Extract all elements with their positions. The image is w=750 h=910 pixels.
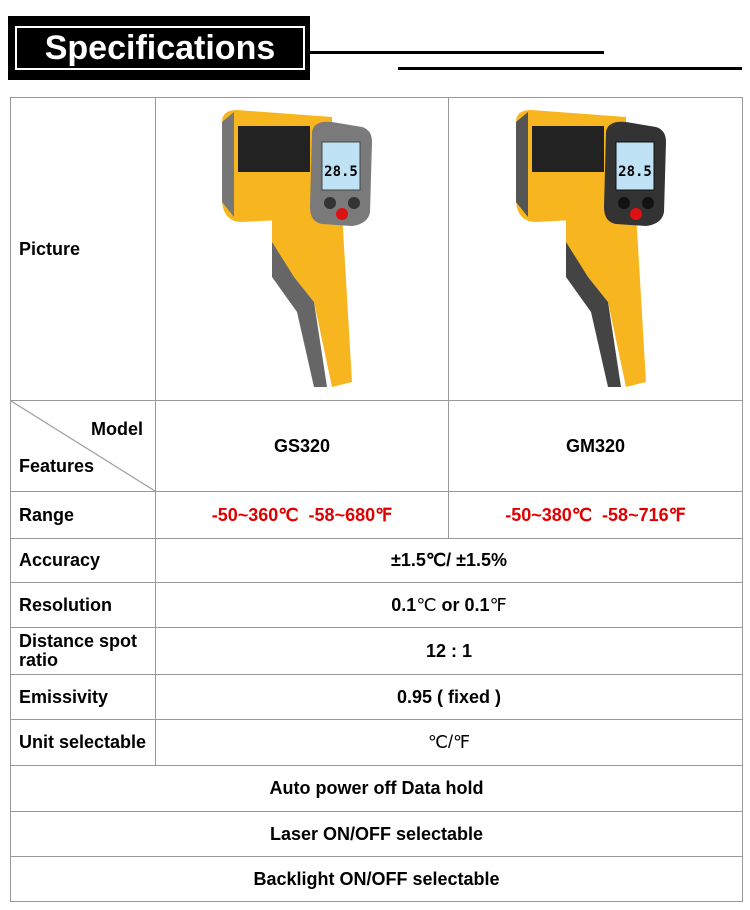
range-gs320: -50~360℃ -58~680℉ xyxy=(155,491,449,539)
svg-text:28.5: 28.5 xyxy=(324,164,358,180)
thermometer-gun-image: 28.5 xyxy=(515,109,666,387)
range-label: Range xyxy=(10,491,156,539)
resolution-part: ℃ xyxy=(416,594,437,615)
model-header: Model xyxy=(91,419,143,439)
range-celsius: -50~380℃ xyxy=(505,504,593,525)
resolution-value: 0.1℃ or 0.1℉ xyxy=(155,582,743,628)
resolution-label: Resolution xyxy=(10,582,156,628)
resolution-part: ℉ xyxy=(489,594,507,615)
divider xyxy=(310,51,604,54)
distance-label: Distance spot ratio xyxy=(10,627,156,675)
resolution-part: or 0.1 xyxy=(436,594,490,615)
emissivity-value: 0.95 ( fixed ) xyxy=(155,674,743,720)
thermometer-gun-image: 28.5 xyxy=(222,109,372,387)
features-header: Features xyxy=(19,456,95,476)
feature-backlight: Backlight ON/OFF selectable xyxy=(10,856,743,902)
spec-table: Picture 28.5 28.5 Model Features GS320 G… xyxy=(10,97,743,902)
distance-value: 12 : 1 xyxy=(155,627,743,675)
accuracy-label: Accuracy xyxy=(10,538,156,583)
model-features-header: Model Features xyxy=(10,400,156,492)
range-celsius: -50~360℃ xyxy=(211,504,299,525)
picture-label: Picture xyxy=(10,97,156,401)
emissivity-label: Emissivity xyxy=(10,674,156,720)
gs320-picture: 28.5 xyxy=(155,97,449,401)
feature-auto-power-off: Auto power off Data hold xyxy=(10,765,743,812)
page-title: Specifications xyxy=(15,26,305,70)
model-gs320: GS320 xyxy=(155,400,449,492)
gm320-picture: 28.5 xyxy=(448,97,743,401)
range-fahrenheit: -58~716℉ xyxy=(602,504,686,525)
range-gm320: -50~380℃ -58~716℉ xyxy=(448,491,743,539)
unit-value: ℃/℉ xyxy=(155,719,743,766)
accuracy-value: ±1.5℃/ ±1.5% xyxy=(155,538,743,583)
range-fahrenheit: -58~680℉ xyxy=(308,504,393,525)
model-gm320: GM320 xyxy=(448,400,743,492)
resolution-part: 0.1 xyxy=(391,594,417,615)
unit-label: Unit selectable xyxy=(10,719,156,766)
divider xyxy=(398,67,742,70)
title-banner: Specifications xyxy=(8,16,310,80)
svg-text:28.5: 28.5 xyxy=(618,164,652,180)
feature-laser: Laser ON/OFF selectable xyxy=(10,811,743,857)
